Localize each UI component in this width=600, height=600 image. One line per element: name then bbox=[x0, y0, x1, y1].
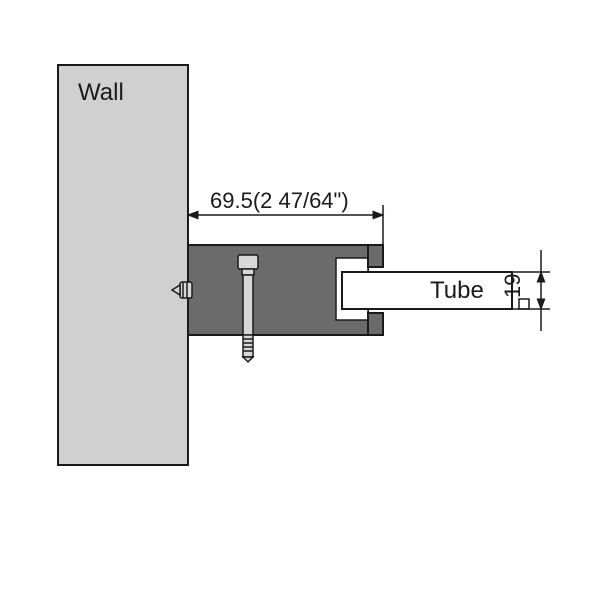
tube-rect bbox=[342, 272, 512, 309]
technical-drawing: Wall Tube 69.5(2 47/64") bbox=[0, 0, 600, 600]
dimension-height-text: 19 bbox=[500, 274, 525, 298]
square-profile-symbol bbox=[519, 299, 529, 309]
wall-rect bbox=[58, 65, 188, 465]
wall-label: Wall bbox=[78, 79, 124, 106]
dimension-width-text: 69.5(2 47/64") bbox=[210, 188, 349, 213]
tube-label: Tube bbox=[430, 277, 484, 304]
